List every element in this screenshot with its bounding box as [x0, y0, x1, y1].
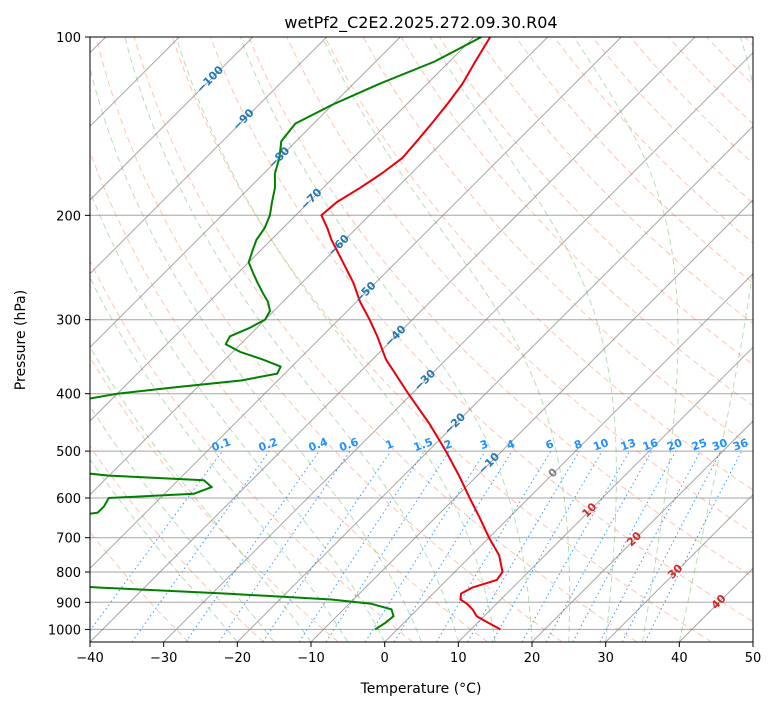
dry-adiabat-line: [171, 37, 712, 642]
moist-adiabat-line: [90, 405, 275, 642]
mixing-ratio-label: 8: [572, 437, 584, 452]
mixing-ratio-label: 10: [591, 436, 610, 454]
moist-adiabat-line: [175, 37, 496, 642]
mixing-ratio-line: [262, 450, 392, 642]
mixing-ratio-label: 25: [690, 436, 709, 453]
isotherms: [90, 37, 753, 642]
mixing-ratio-line: [218, 450, 351, 642]
y-tick-label: 900: [56, 596, 81, 611]
dry-adiabat-line: [90, 445, 264, 642]
y-tick-label: 700: [56, 532, 81, 547]
mixing-ratio-label: 0.4: [307, 435, 330, 454]
isobars: [90, 37, 753, 630]
moist-adiabat-line: [90, 189, 386, 642]
y-axis-title: Pressure (hPa): [13, 290, 29, 390]
plot-frame: [89, 36, 754, 643]
moist-adiabat-line: [678, 37, 753, 642]
isotherm-line: [90, 37, 549, 496]
moist-adiabat-line: [90, 458, 238, 642]
mixing-ratio-label: 16: [641, 436, 660, 454]
moist-adiabat-line: [429, 37, 617, 642]
mixing-ratio-line: [185, 450, 320, 642]
dry-adiabat-line: [286, 37, 753, 534]
mixing-ratio-line: [364, 450, 486, 642]
x-tick-label: 10: [450, 651, 467, 666]
dewpoint-profile: [90, 37, 482, 631]
dry-adiabat-line: [324, 37, 753, 491]
mixing-ratio-line: [325, 450, 450, 642]
x-tick-label: 40: [671, 651, 688, 666]
mixing-ratio-label: 30: [710, 436, 729, 454]
mixing-ratio-line: [298, 450, 425, 642]
mixing-ratio-line: [599, 450, 701, 642]
moist-adiabat-line: [573, 37, 679, 642]
mixing-ratio-label: 36: [731, 436, 750, 454]
mixing-ratio-label: 3: [478, 437, 490, 452]
isotherm-line: [531, 420, 753, 642]
x-tick-label: −20: [224, 651, 251, 666]
isotherm-line: [90, 37, 401, 349]
isotherm-line: [384, 272, 753, 642]
moist-adiabat-line: [90, 66, 422, 642]
x-tick-label: −40: [76, 651, 103, 666]
moist-adiabat-line: [124, 37, 459, 642]
y-tick-label: 200: [56, 209, 81, 224]
isotherm-line: [90, 37, 475, 422]
x-tick-label: 20: [524, 651, 541, 666]
mixing-ratio-label: 0.1: [210, 435, 233, 454]
y-tick-label: 800: [56, 566, 81, 581]
plot-area: −100−90−80−70−60−50−40−30−20−10 010203040…: [90, 37, 753, 642]
x-tick-label: 0: [381, 651, 389, 666]
mixing-ratio-label: 1.5: [412, 435, 435, 454]
chart-title: wetPf2_C2E2.2025.272.09.30.R04: [284, 13, 557, 33]
x-tick-label: −10: [297, 651, 324, 666]
mixing-ratio-label: 20: [665, 436, 684, 454]
moist-adiabat-line: [90, 276, 349, 642]
y-tick-label: 400: [56, 388, 81, 403]
isotherm-line: [236, 125, 753, 642]
mixing-ratio-label: 2: [442, 437, 454, 452]
temperature-profile: [320, 37, 504, 631]
dry-adiabat-line: [133, 37, 638, 642]
dry-adiabat-line: [90, 259, 414, 642]
y-tick-label: 1000: [48, 623, 81, 638]
y-tick-label: 600: [56, 492, 81, 507]
isotherm-line: [90, 37, 696, 642]
isotherm-line: [90, 37, 622, 570]
dry-adiabat-line: [210, 37, 753, 623]
isotherm-line: [310, 199, 753, 642]
isotherm-line: [90, 37, 328, 275]
moist-adiabat-line: [321, 37, 571, 642]
moist-adiabat-line: [239, 37, 533, 642]
mixing-ratio-label: 1: [384, 437, 396, 452]
isotherm-line: [163, 51, 753, 642]
mixing-ratio-label: 4: [505, 437, 517, 452]
mixing-ratio-line: [572, 450, 677, 642]
mixing-ratio-labels: 0.1 0.2 0.4 0.6 1 1.5 2 3 4 6 8 10 13 16 20 25 30 36: [210, 435, 751, 454]
y-axis: 100 200 300 400 500 600 700 800 900 1000: [48, 31, 90, 638]
mixing-ratio-label: 0.6: [338, 435, 361, 454]
y-tick-label: 100: [56, 31, 81, 46]
y-tick-label: 300: [56, 314, 81, 329]
series-layer: [90, 37, 504, 631]
x-axis: −40 −30 −20 −10 0 10 20 30 40 50: [76, 642, 761, 666]
dry-adiabat-line: [515, 37, 753, 284]
dry-adiabat-line: [95, 37, 563, 642]
isotherm-line: [457, 346, 753, 642]
x-tick-label: 50: [745, 651, 762, 666]
x-tick-label: 30: [597, 651, 614, 666]
isotherm-line: [90, 37, 254, 201]
x-tick-label: −30: [150, 651, 177, 666]
x-axis-title: Temperature (°C): [360, 681, 482, 697]
isotherm-line: [605, 493, 753, 642]
mixing-ratio-line: [435, 450, 552, 642]
mixing-ratio-label: 13: [619, 436, 638, 453]
mixing-ratio-label: 6: [544, 437, 556, 452]
y-tick-label: 500: [56, 445, 81, 460]
mixing-ratio-label: 0.2: [257, 435, 280, 454]
dry-adiabat-line: [248, 37, 753, 578]
